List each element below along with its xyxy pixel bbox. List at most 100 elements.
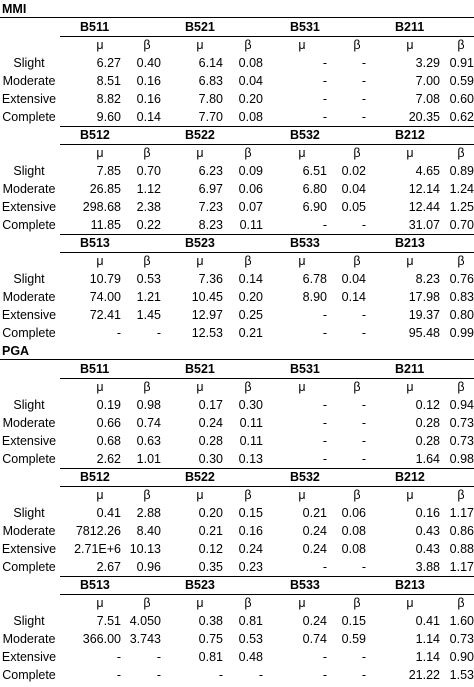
cell-value: 1.14 xyxy=(415,632,440,646)
building-header: B512 xyxy=(80,470,110,484)
cell-value: 72.41 xyxy=(89,308,121,322)
parameter-header: μ xyxy=(96,38,104,52)
cell-value: - xyxy=(361,56,366,70)
cell-value: 7.36 xyxy=(198,272,223,286)
cell-value: 0.16 xyxy=(415,506,440,520)
cell-value: - xyxy=(361,452,366,466)
cell-value: 0.12 xyxy=(415,398,440,412)
cell-value: - xyxy=(322,110,327,124)
building-header: B522 xyxy=(185,128,215,142)
parameter-header: β xyxy=(457,254,465,268)
rule xyxy=(60,252,474,253)
parameter-header: μ xyxy=(96,596,104,610)
cell-value: 298.68 xyxy=(82,200,121,214)
parameter-header: β xyxy=(353,596,361,610)
cell-value: - xyxy=(322,308,327,322)
parameter-header: μ xyxy=(298,380,306,394)
building-header: B523 xyxy=(185,578,215,592)
cell-value: 1.60 xyxy=(449,614,474,628)
cell-value: 0.48 xyxy=(238,650,263,664)
cell-value: 0.70 xyxy=(136,164,161,178)
cell-value: 12.97 xyxy=(191,308,223,322)
cell-value: 1.21 xyxy=(136,290,161,304)
cell-value: - xyxy=(322,452,327,466)
damage-state: Extensive xyxy=(1,308,57,322)
cell-value: 7.51 xyxy=(96,614,121,628)
cell-value: 0.80 xyxy=(449,308,474,322)
parameter-header: μ xyxy=(96,254,104,268)
cell-value: 7.00 xyxy=(415,74,440,88)
cell-value: - xyxy=(116,326,121,340)
cell-value: 0.43 xyxy=(415,524,440,538)
rule xyxy=(60,594,474,595)
building-header: B513 xyxy=(80,578,110,592)
parameter-header: β xyxy=(244,38,252,52)
building-header: B522 xyxy=(185,470,215,484)
parameter-header: β xyxy=(353,380,361,394)
damage-state: Extensive xyxy=(1,650,57,664)
parameter-header: μ xyxy=(298,596,306,610)
parameter-header: β xyxy=(457,488,465,502)
cell-value: - xyxy=(322,668,327,682)
parameter-header: μ xyxy=(96,488,104,502)
damage-state: Moderate xyxy=(2,290,56,304)
building-header: B212 xyxy=(395,128,425,142)
cell-value: 0.11 xyxy=(239,416,263,430)
building-header: B511 xyxy=(80,362,110,376)
building-header: B521 xyxy=(185,20,215,34)
cell-value: 0.20 xyxy=(198,506,223,520)
cell-value: - xyxy=(156,668,161,682)
damage-state: Moderate xyxy=(2,182,56,196)
section-title: MMI xyxy=(2,2,27,16)
cell-value: 0.53 xyxy=(238,632,263,646)
cell-value: 74.00 xyxy=(89,290,121,304)
cell-value: - xyxy=(361,326,366,340)
cell-value: 0.70 xyxy=(449,218,474,232)
cell-value: - xyxy=(361,74,366,88)
cell-value: 2.62 xyxy=(96,452,121,466)
cell-value: 0.24 xyxy=(302,614,327,628)
parameter-header: β xyxy=(457,380,465,394)
cell-value: - xyxy=(322,650,327,664)
cell-value: - xyxy=(322,218,327,232)
cell-value: - xyxy=(361,416,366,430)
building-header: B213 xyxy=(395,578,425,592)
cell-value: 2.88 xyxy=(136,506,161,520)
damage-state: Slight xyxy=(13,272,45,286)
cell-value: 0.14 xyxy=(238,272,263,286)
cell-value: - xyxy=(156,650,161,664)
cell-value: 0.24 xyxy=(302,542,327,556)
damage-state: Extensive xyxy=(1,92,57,106)
cell-value: - xyxy=(156,326,161,340)
cell-value: 0.08 xyxy=(238,56,263,70)
cell-value: 0.63 xyxy=(136,434,161,448)
cell-value: 0.68 xyxy=(96,434,121,448)
cell-value: 8.51 xyxy=(96,74,121,88)
parameter-header: μ xyxy=(196,380,204,394)
rule xyxy=(60,36,474,37)
cell-value: 0.16 xyxy=(238,524,263,538)
cell-value: 0.90 xyxy=(449,650,474,664)
parameter-header: β xyxy=(143,488,151,502)
cell-value: - xyxy=(322,326,327,340)
damage-state: Moderate xyxy=(2,74,56,88)
cell-value: 1.64 xyxy=(415,452,440,466)
cell-value: 7.80 xyxy=(198,92,223,106)
cell-value: 6.51 xyxy=(302,164,327,178)
parameter-header: μ xyxy=(196,254,204,268)
cell-value: 0.28 xyxy=(415,416,440,430)
parameter-header: β xyxy=(143,38,151,52)
parameter-header: β xyxy=(353,254,361,268)
cell-value: 0.66 xyxy=(96,416,121,430)
cell-value: 0.06 xyxy=(238,182,263,196)
cell-value: 0.21 xyxy=(302,506,327,520)
cell-value: 1.01 xyxy=(136,452,161,466)
cell-value: 0.74 xyxy=(302,632,327,646)
cell-value: 10.79 xyxy=(89,272,121,286)
damage-state: Complete xyxy=(2,110,56,124)
cell-value: 6.78 xyxy=(302,272,327,286)
cell-value: 95.48 xyxy=(408,326,440,340)
damage-state: Complete xyxy=(2,218,56,232)
cell-value: 12.53 xyxy=(191,326,223,340)
cell-value: - xyxy=(258,668,263,682)
